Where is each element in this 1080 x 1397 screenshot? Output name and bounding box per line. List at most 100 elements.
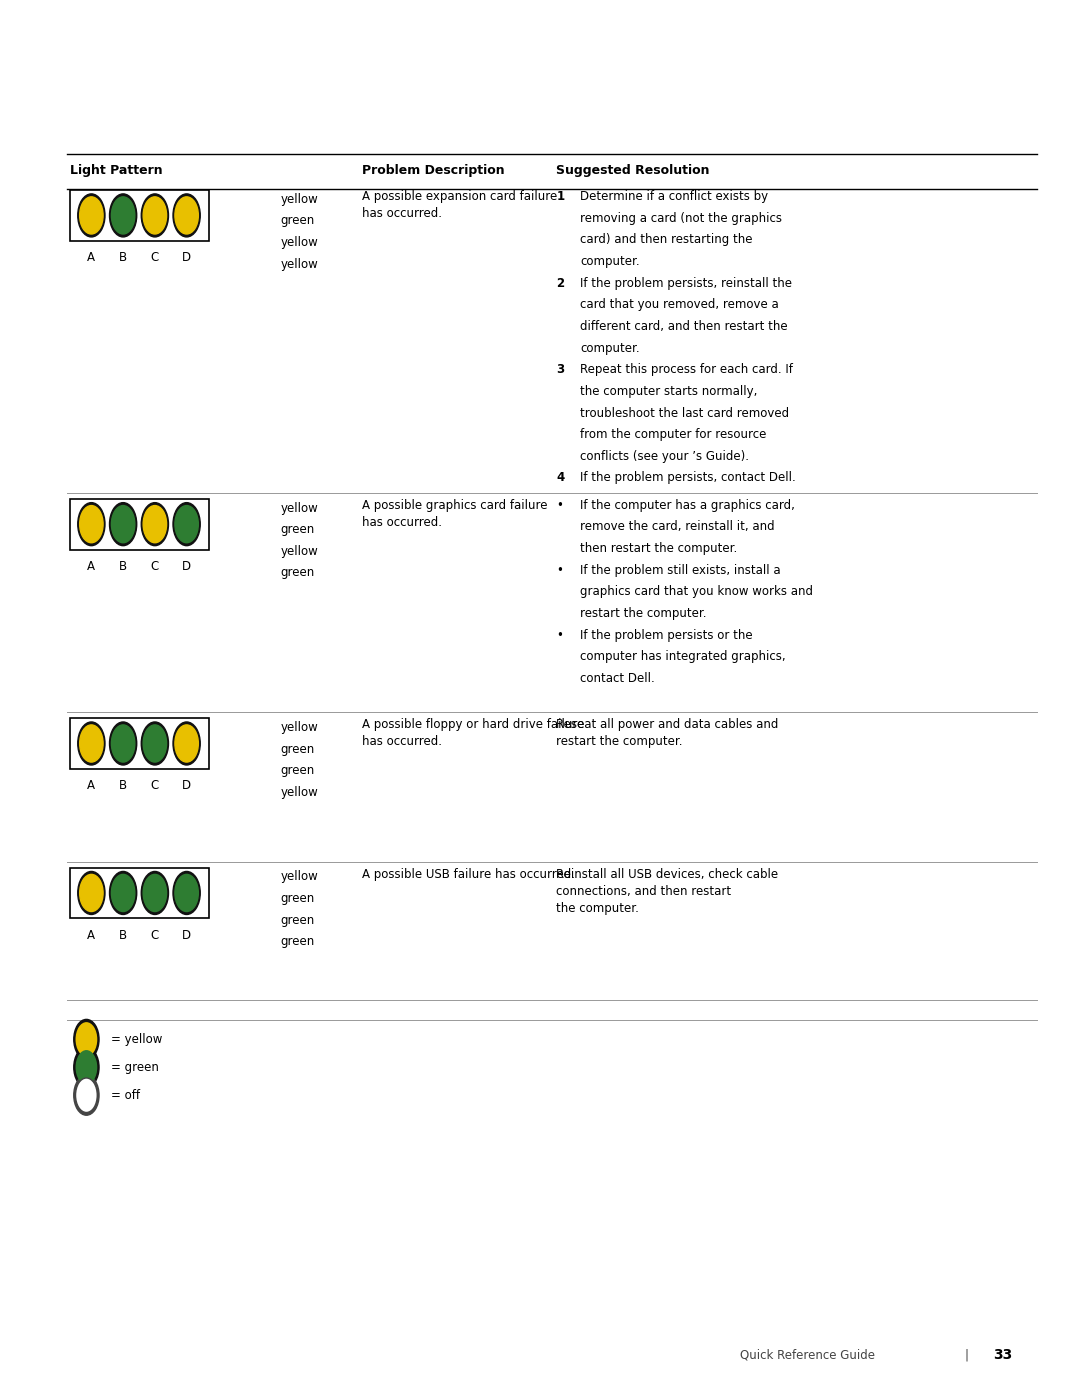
Text: green: green: [281, 567, 315, 580]
Text: = yellow: = yellow: [111, 1032, 163, 1046]
Ellipse shape: [109, 503, 137, 546]
Ellipse shape: [76, 1051, 97, 1084]
Ellipse shape: [173, 194, 200, 237]
Text: A possible USB failure has occurred.: A possible USB failure has occurred.: [362, 868, 575, 880]
Text: card) and then restarting the: card) and then restarting the: [580, 233, 753, 246]
Ellipse shape: [80, 725, 103, 763]
Text: D: D: [183, 780, 191, 792]
Text: Quick Reference Guide: Quick Reference Guide: [740, 1348, 875, 1362]
Ellipse shape: [80, 506, 103, 543]
Ellipse shape: [144, 875, 166, 912]
Text: green: green: [281, 936, 315, 949]
Ellipse shape: [111, 875, 135, 912]
Text: yellow: yellow: [281, 545, 319, 557]
Text: 4: 4: [556, 472, 565, 485]
Ellipse shape: [109, 872, 137, 915]
FancyBboxPatch shape: [70, 718, 210, 768]
Ellipse shape: [111, 506, 135, 543]
Text: contact Dell.: contact Dell.: [580, 672, 654, 685]
FancyBboxPatch shape: [70, 499, 210, 549]
Text: yellow: yellow: [281, 236, 319, 249]
Text: Reseat all power and data cables and
restart the computer.: Reseat all power and data cables and res…: [556, 718, 779, 747]
Text: A: A: [87, 929, 95, 942]
FancyBboxPatch shape: [70, 868, 210, 918]
Text: computer.: computer.: [580, 256, 639, 268]
Ellipse shape: [76, 1078, 97, 1112]
Ellipse shape: [109, 722, 137, 766]
Text: D: D: [183, 560, 191, 573]
Ellipse shape: [175, 197, 199, 233]
Text: yellow: yellow: [281, 193, 319, 205]
Text: yellow: yellow: [281, 870, 319, 883]
Ellipse shape: [78, 722, 105, 766]
Text: green: green: [281, 522, 315, 536]
Ellipse shape: [78, 872, 105, 915]
Text: If the problem persists or the: If the problem persists or the: [580, 629, 753, 641]
Text: C: C: [151, 780, 159, 792]
Text: B: B: [119, 560, 127, 573]
Ellipse shape: [173, 503, 200, 546]
Text: graphics card that you know works and: graphics card that you know works and: [580, 585, 813, 598]
Text: |: |: [964, 1348, 969, 1362]
Text: A: A: [87, 251, 95, 264]
Text: yellow: yellow: [281, 785, 319, 799]
Text: = green: = green: [111, 1060, 159, 1074]
Text: B: B: [119, 251, 127, 264]
Text: Suggested Resolution: Suggested Resolution: [556, 163, 710, 177]
Ellipse shape: [80, 875, 103, 912]
Ellipse shape: [144, 506, 166, 543]
Text: •: •: [556, 563, 563, 577]
Text: Repeat this process for each card. If: Repeat this process for each card. If: [580, 363, 793, 376]
Ellipse shape: [73, 1020, 99, 1059]
Text: green: green: [281, 214, 315, 228]
FancyBboxPatch shape: [70, 190, 210, 240]
Text: card that you removed, remove a: card that you removed, remove a: [580, 298, 779, 312]
Ellipse shape: [111, 725, 135, 763]
Text: 33: 33: [994, 1348, 1013, 1362]
Ellipse shape: [78, 503, 105, 546]
Ellipse shape: [80, 197, 103, 233]
Text: 2: 2: [556, 277, 565, 289]
Ellipse shape: [144, 197, 166, 233]
Text: green: green: [281, 764, 315, 777]
Text: If the problem persists, reinstall the: If the problem persists, reinstall the: [580, 277, 792, 289]
Text: green: green: [281, 893, 315, 905]
Text: •: •: [556, 499, 563, 511]
Text: D: D: [183, 251, 191, 264]
Text: yellow: yellow: [281, 721, 319, 733]
Ellipse shape: [144, 725, 166, 763]
Text: C: C: [151, 929, 159, 942]
Ellipse shape: [78, 194, 105, 237]
Ellipse shape: [73, 1048, 99, 1087]
Text: remove the card, reinstall it, and: remove the card, reinstall it, and: [580, 520, 774, 534]
Text: A possible floppy or hard drive failure
has occurred.: A possible floppy or hard drive failure …: [362, 718, 584, 747]
Ellipse shape: [141, 722, 168, 766]
Text: the computer starts normally,: the computer starts normally,: [580, 384, 757, 398]
Ellipse shape: [141, 503, 168, 546]
Text: green: green: [281, 914, 315, 926]
Text: A: A: [87, 780, 95, 792]
Text: A possible graphics card failure
has occurred.: A possible graphics card failure has occ…: [362, 499, 548, 528]
Ellipse shape: [141, 194, 168, 237]
Ellipse shape: [109, 194, 137, 237]
Text: D: D: [183, 929, 191, 942]
Text: yellow: yellow: [281, 257, 319, 271]
Text: C: C: [151, 251, 159, 264]
Text: Reinstall all USB devices, check cable
connections, and then restart
the compute: Reinstall all USB devices, check cable c…: [556, 868, 779, 915]
Text: 3: 3: [556, 363, 565, 376]
Text: from the computer for resource: from the computer for resource: [580, 427, 767, 441]
Text: then restart the computer.: then restart the computer.: [580, 542, 738, 555]
Text: conflicts (see your ’s Guide).: conflicts (see your ’s Guide).: [580, 450, 748, 462]
Text: yellow: yellow: [281, 502, 319, 514]
Text: •: •: [556, 629, 563, 641]
Text: If the problem still exists, install a: If the problem still exists, install a: [580, 563, 781, 577]
Ellipse shape: [173, 722, 200, 766]
Text: different card, and then restart the: different card, and then restart the: [580, 320, 787, 332]
Text: removing a card (not the graphics: removing a card (not the graphics: [580, 211, 782, 225]
Text: computer has integrated graphics,: computer has integrated graphics,: [580, 650, 785, 664]
Text: A possible expansion card failure
has occurred.: A possible expansion card failure has oc…: [362, 190, 557, 219]
Ellipse shape: [175, 725, 199, 763]
Text: B: B: [119, 780, 127, 792]
Text: Light Pattern: Light Pattern: [70, 163, 163, 177]
Text: 1: 1: [556, 190, 565, 203]
